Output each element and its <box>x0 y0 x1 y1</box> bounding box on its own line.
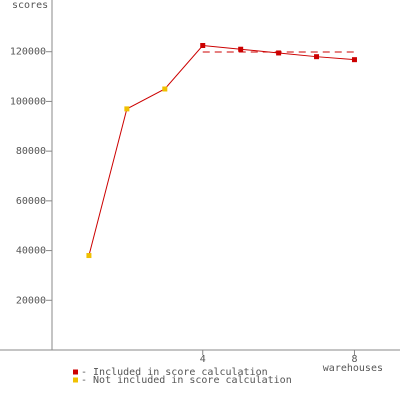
legend-label: - Not included in score calculation <box>81 375 292 386</box>
y-tick-label: 100000 <box>10 96 46 107</box>
data-line <box>88 44 355 256</box>
data-point <box>86 253 92 259</box>
data-point <box>276 50 282 56</box>
data-point <box>351 57 357 63</box>
y-tick-label: 20000 <box>16 295 46 306</box>
legend-swatch <box>73 377 78 383</box>
data-point <box>162 86 168 92</box>
data-point <box>200 43 206 48</box>
data-point <box>124 106 130 112</box>
y-tick-label: 80000 <box>16 146 46 157</box>
x-axis-label: warehouses <box>323 363 383 374</box>
legend-label: - Included in score calculation <box>81 367 268 378</box>
legend-swatch <box>73 369 78 375</box>
y-tick-label: 40000 <box>16 246 46 257</box>
data-point <box>314 54 320 60</box>
x-tick-label: 8 <box>351 354 357 365</box>
y-tick-label: 120000 <box>10 47 46 58</box>
y-axis-label: scores <box>12 0 48 11</box>
x-tick-label: 4 <box>200 354 206 365</box>
data-point <box>238 46 244 52</box>
y-tick-label: 60000 <box>16 196 46 207</box>
